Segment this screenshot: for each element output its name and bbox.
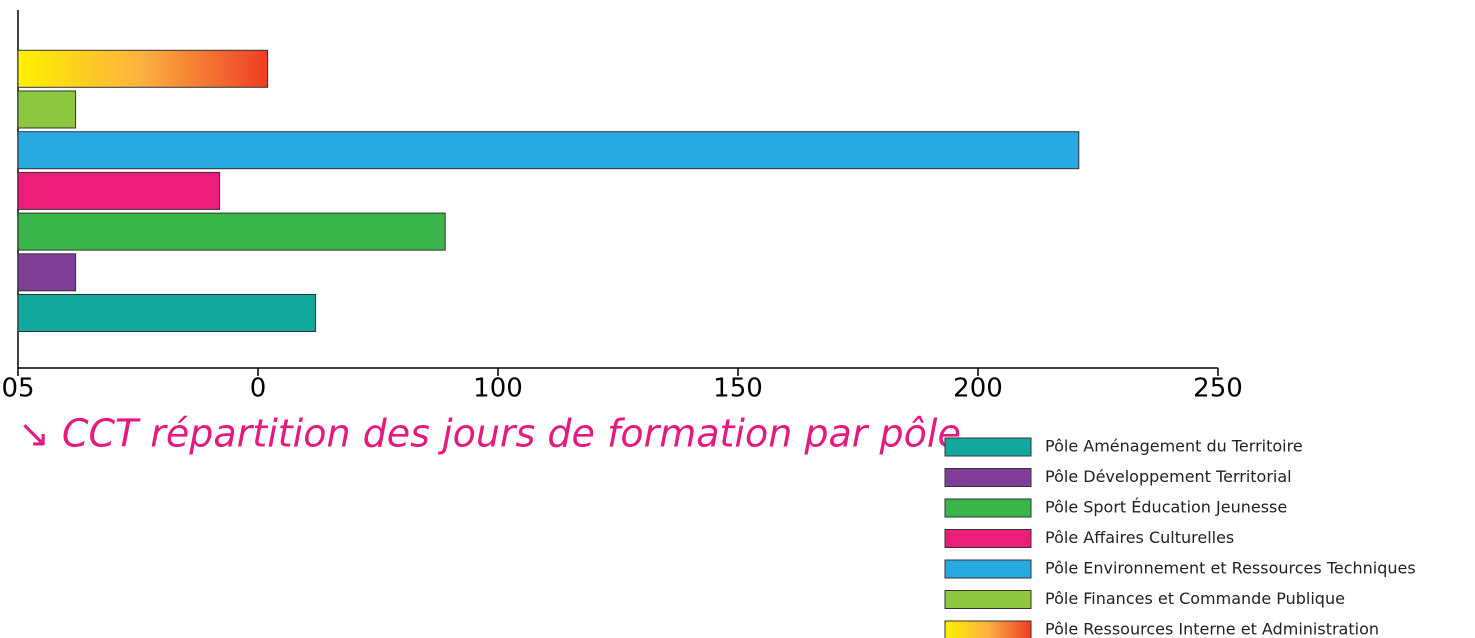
x-tick-label: 150: [713, 374, 763, 404]
bar: [17, 131, 1080, 170]
legend-label: Pôle Affaires Culturelles: [1045, 528, 1234, 547]
bar: [17, 253, 77, 292]
legend-label: Pôle Ressources Interne et Administratio…: [1045, 620, 1379, 638]
legend-swatch: [944, 559, 1032, 579]
x-tick-label: 200: [953, 374, 1003, 404]
x-tick-label: 250: [1193, 374, 1243, 404]
chart-title: ↘ CCT répartition des jours de formation…: [18, 412, 961, 456]
bar: [17, 212, 446, 251]
bar: [17, 90, 77, 129]
bar: [17, 171, 221, 210]
legend-swatch: [944, 498, 1032, 518]
x-tick-label: 100: [473, 374, 523, 404]
bar: [17, 49, 269, 88]
legend-label: Pôle Sport Éducation Jeunesse: [1045, 498, 1287, 517]
legend-swatch: [944, 529, 1032, 548]
legend-swatch: [944, 468, 1032, 487]
legend-label: Pôle Développement Territorial: [1045, 467, 1292, 486]
legend-swatch: [944, 590, 1032, 609]
legend-label: Pôle Finances et Commande Publique: [1045, 589, 1345, 608]
legend-label: Pôle Aménagement du Territoire: [1045, 437, 1303, 456]
x-tick-label: 05: [1, 374, 34, 404]
legend-label: Pôle Environnement et Ressources Techniq…: [1045, 559, 1416, 578]
legend-swatch: [944, 437, 1032, 457]
legend-swatch: [944, 620, 1032, 638]
x-tick-label: 0: [250, 374, 267, 404]
bar: [17, 294, 317, 332]
